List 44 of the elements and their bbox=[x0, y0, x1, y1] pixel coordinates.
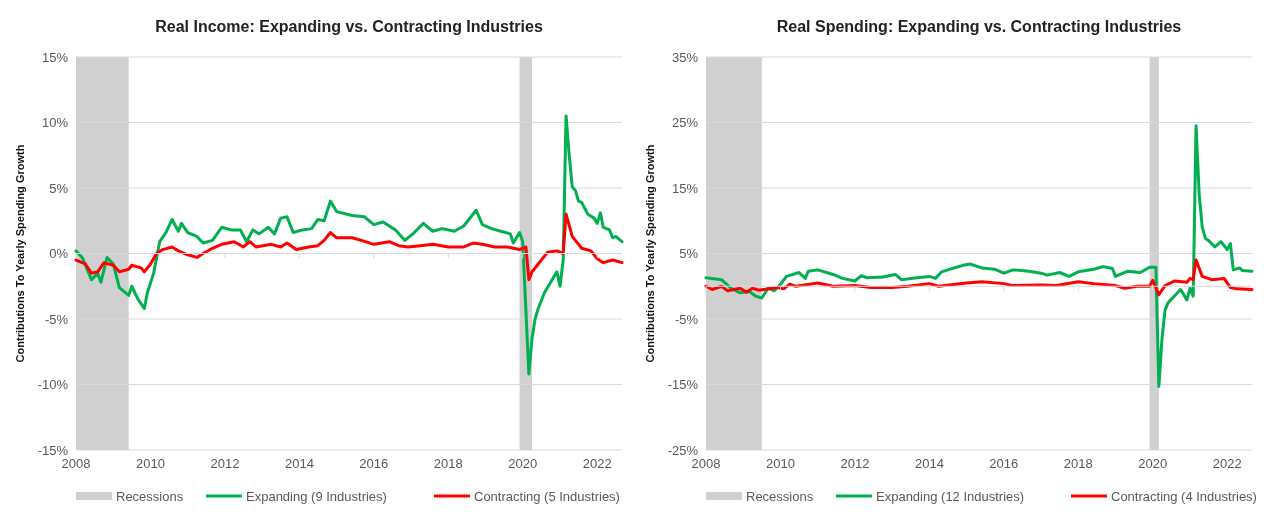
x-tick-label: 2018 bbox=[1063, 456, 1093, 471]
line-series bbox=[74, 114, 624, 376]
chart-title: Real Spending: Expanding vs. Contracting Industries bbox=[776, 18, 1182, 35]
y-tick-label: 0% bbox=[49, 246, 69, 262]
y-tick-label: -15% bbox=[37, 442, 69, 458]
legend-label: Contracting (4 Industries) bbox=[1111, 488, 1257, 504]
x-tick-label: 2016 bbox=[989, 456, 1019, 471]
x-tick-label: 2016 bbox=[359, 456, 389, 471]
x-tick-label: 2014 bbox=[284, 456, 314, 471]
x-tick-label: 2008 bbox=[691, 456, 721, 471]
x-tick-label: 2022 bbox=[1212, 456, 1242, 471]
line-series bbox=[704, 258, 1254, 297]
y-tick-label: -25% bbox=[667, 442, 699, 458]
x-tick-label: 2022 bbox=[582, 456, 612, 471]
y-tick-label: 35% bbox=[671, 49, 699, 65]
x-tick-label: 2008 bbox=[61, 456, 91, 471]
y-tick-label: -15% bbox=[667, 377, 699, 393]
y-tick-label: -10% bbox=[37, 377, 69, 393]
x-tick-label: 2018 bbox=[433, 456, 463, 471]
y-axis-title: Contributions To Yearly Spending Growth bbox=[644, 144, 656, 363]
y-tick-label: 5% bbox=[49, 180, 69, 196]
x-tick-label: 2010 bbox=[766, 456, 795, 471]
legend-label: Expanding (9 Industries) bbox=[246, 488, 387, 504]
y-tick-label: 5% bbox=[679, 246, 699, 262]
x-tick-label: 2014 bbox=[914, 456, 944, 471]
x-tick-label: 2010 bbox=[136, 456, 165, 471]
chart-title: Real Income: Expanding vs. Contracting Industries bbox=[155, 18, 543, 35]
legend-label: Recessions bbox=[746, 488, 814, 504]
y-tick-label: 15% bbox=[671, 180, 699, 196]
y-axis-title: Contributions To Yearly Spending Growth bbox=[14, 144, 26, 363]
y-tick-label: -5% bbox=[44, 311, 69, 327]
x-tick-label: 2020 bbox=[508, 456, 538, 471]
y-tick-label: 15% bbox=[41, 49, 69, 65]
y-tick-label: 25% bbox=[671, 115, 699, 131]
legend-label: Expanding (12 Industries) bbox=[876, 488, 1025, 504]
line-series bbox=[704, 124, 1254, 388]
legend-label: Recessions bbox=[116, 488, 184, 504]
x-tick-label: 2012 bbox=[210, 456, 240, 471]
y-tick-label: -5% bbox=[674, 311, 699, 327]
line-series bbox=[74, 212, 624, 282]
y-tick-label: 10% bbox=[41, 115, 69, 131]
legend-label: Contracting (5 Industries) bbox=[474, 488, 620, 504]
x-tick-label: 2020 bbox=[1138, 456, 1168, 471]
x-tick-label: 2012 bbox=[840, 456, 870, 471]
